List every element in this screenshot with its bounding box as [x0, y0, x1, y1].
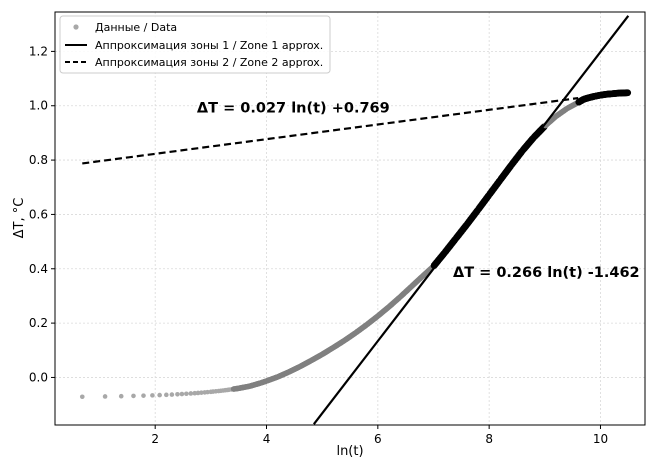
- data-point: [169, 392, 175, 397]
- data-point: [199, 390, 204, 395]
- x-axis-label: ln(t): [336, 444, 363, 459]
- y-tick-label: 1.0: [29, 99, 48, 113]
- data-point: [141, 393, 146, 398]
- zone2-equation: ΔT = 0.027 ln(t) +0.769: [197, 101, 390, 117]
- y-tick-label: 0.0: [29, 370, 48, 384]
- data-point: [195, 390, 201, 396]
- data-point: [157, 392, 162, 398]
- data-point: [79, 394, 85, 400]
- y-tick-label: 0.6: [29, 207, 48, 221]
- y-tick-label: 0.8: [29, 153, 48, 167]
- data-point: [188, 391, 194, 396]
- annotations: ΔT = 0.027 ln(t) +0.769 ΔT = 0.266 ln(t) …: [197, 101, 640, 281]
- data-point: [205, 389, 210, 395]
- data-point: [175, 391, 180, 397]
- y-tick-label: 0.4: [29, 262, 48, 276]
- legend-label-zone1: Аппроксимация зоны 1 / Zone 1 approx.: [95, 39, 323, 52]
- x-tick-label: 8: [485, 432, 493, 446]
- data-points: [79, 89, 632, 400]
- legend-label-zone2: Аппроксимация зоны 2 / Zone 2 approx.: [95, 56, 323, 69]
- legend-marker-data: [73, 24, 79, 30]
- legend: Данные / Data Аппроксимация зоны 1 / Zon…: [59, 15, 331, 74]
- x-tick-label: 2: [151, 432, 159, 446]
- zone1-equation: ΔT = 0.266 ln(t) -1.462: [453, 265, 640, 281]
- y-tick-label: 1.2: [29, 44, 48, 58]
- data-point: [150, 393, 155, 398]
- x-tick-label: 6: [374, 432, 382, 446]
- legend-label-data: Данные / Data: [95, 21, 177, 34]
- data-point: [624, 89, 632, 97]
- data-point: [192, 390, 198, 396]
- x-tick-label: 10: [593, 432, 608, 446]
- fit-line-zone2: [82, 96, 579, 165]
- data-point: [131, 393, 136, 399]
- fit-lines: [82, 15, 630, 425]
- grid: [55, 12, 645, 425]
- plot-frame: [54, 11, 646, 426]
- y-tick-label: 0.2: [29, 316, 48, 330]
- fit-line-zone1: [312, 15, 630, 425]
- x-tick-label: 4: [263, 432, 271, 446]
- data-point: [179, 391, 185, 397]
- data-point: [118, 393, 124, 399]
- legend-frame: [59, 15, 331, 74]
- ticks: 2 4 6 8 10 0.0 0.2 0.4 0.6 0.8 1.0 1.2: [29, 44, 608, 446]
- data-point: [102, 394, 108, 399]
- data-point: [184, 391, 189, 397]
- y-axis-label: ΔT, °C: [12, 198, 27, 239]
- data-point: [164, 392, 169, 398]
